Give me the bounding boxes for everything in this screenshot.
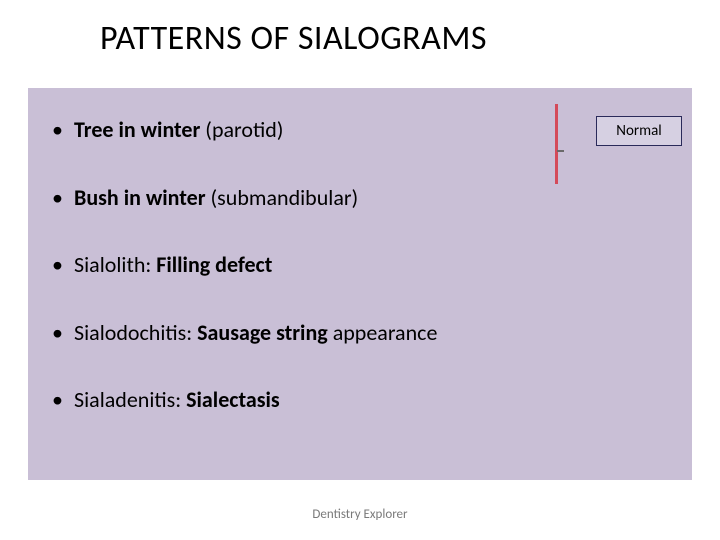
list-item: Sialadenitis: Sialectasis [52,386,668,414]
decor-vertical-line-icon [555,104,558,184]
bullet-list: Tree in winter (parotid) Bush in winter … [52,116,668,414]
list-item: Sialolith: Filling defect [52,251,668,279]
slide-title: PATTERNS OF SIALOGRAMS [100,18,487,59]
item-prefix: Sialodochitis: [74,319,197,346]
item-suffix: (submandibular) [211,184,359,211]
list-item: Tree in winter (parotid) [52,116,668,144]
list-item: Bush in winter (submandibular) [52,184,668,212]
item-prefix: Sialolith: [74,251,156,278]
item-bold: Tree in winter [74,116,205,143]
item-bold: Filling defect [156,251,272,278]
item-bold: Sialectasis [186,386,280,413]
normal-badge: Normal [596,116,682,146]
normal-badge-label: Normal [616,122,661,140]
item-suffix: appearance [333,319,438,346]
item-bold: Bush in winter [74,184,211,211]
item-prefix: Sialadenitis: [74,386,186,413]
list-item: Sialodochitis: Sausage string appearance [52,319,668,347]
decor-tick-icon [557,150,564,152]
content-panel: Tree in winter (parotid) Bush in winter … [28,88,692,480]
item-suffix: (parotid) [205,116,283,143]
item-bold: Sausage string [197,319,333,346]
footer-text: Dentistry Explorer [0,507,720,522]
